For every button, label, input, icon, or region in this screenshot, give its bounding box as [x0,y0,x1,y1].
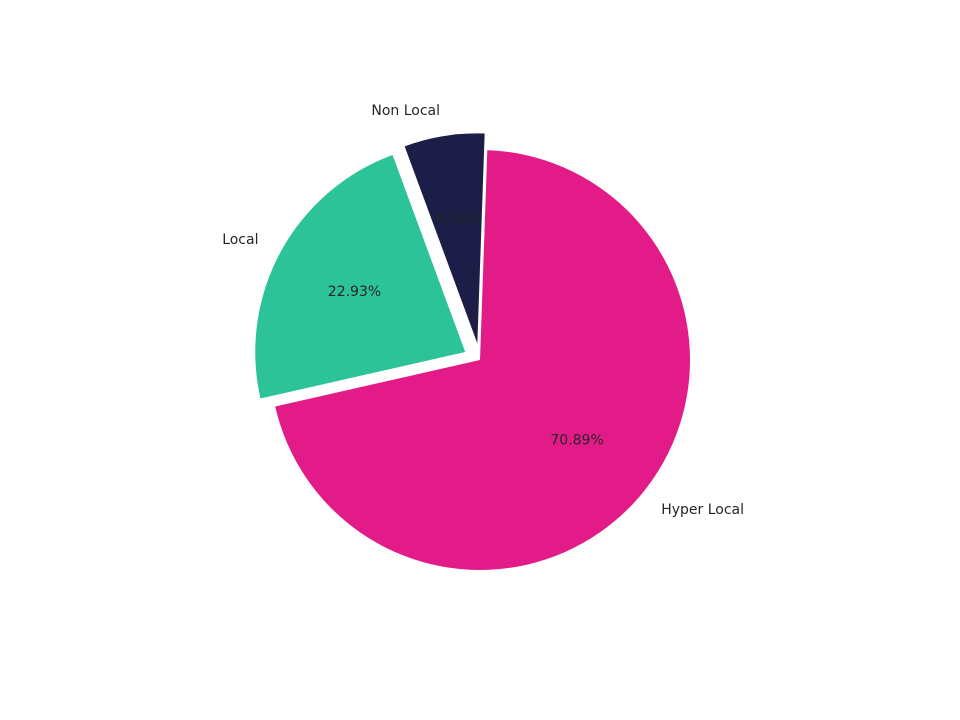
pie-chart: 6.18% Non Local 22.93% Local 70.89% Hyper Loc… [0,0,960,720]
slice-percent-label: 6.18% [435,211,479,227]
slice-percent-label: 22.93% [328,284,381,300]
slice-percent-label: 70.89% [550,432,603,448]
slice-name-label: Hyper Local [661,502,744,518]
slice-name-label: Non Local [371,103,440,119]
slice-name-label: Local [222,232,258,248]
